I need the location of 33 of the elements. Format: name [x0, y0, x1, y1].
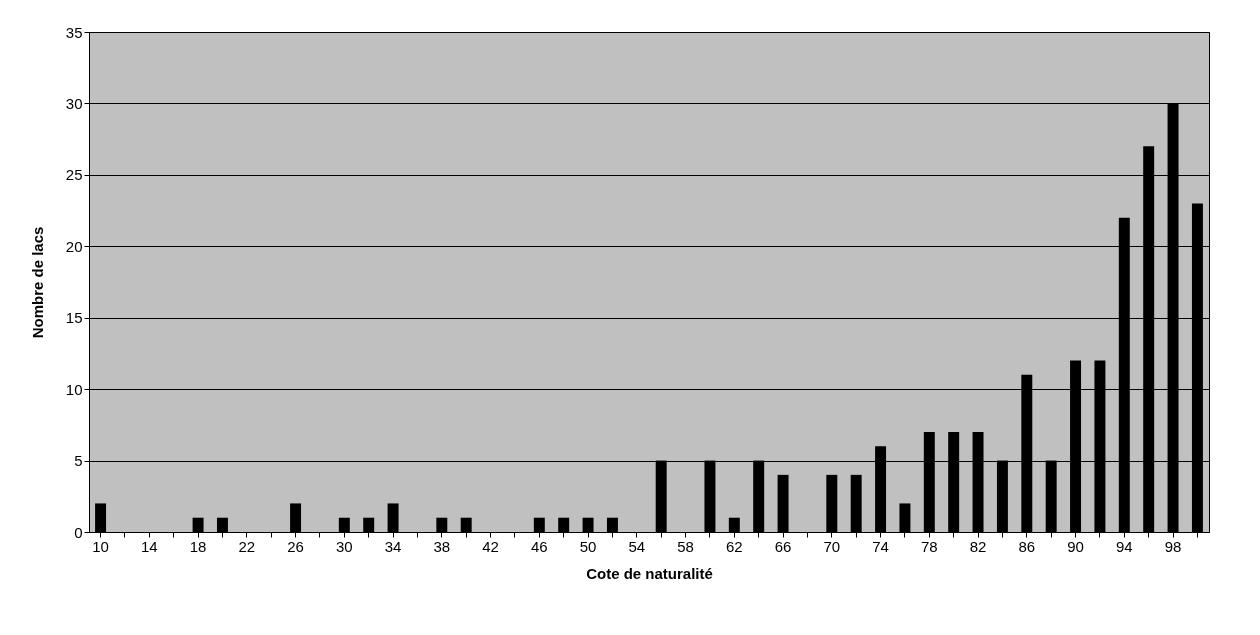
- y-axis-title: Nombre de lacs: [28, 226, 46, 339]
- x-tick-label: 74: [872, 537, 889, 555]
- x-axis-title: Cote de naturalité: [586, 564, 713, 582]
- x-tick-label: 82: [969, 537, 987, 555]
- y-tick-label: 25: [65, 166, 83, 184]
- x-tick-label: 98: [1164, 537, 1182, 555]
- x-tick-label: 58: [677, 537, 694, 555]
- x-tick-label: 62: [725, 537, 743, 555]
- x-tick-label: 70: [823, 537, 841, 555]
- x-tick-label: 50: [579, 537, 597, 555]
- x-tick-label: 22: [238, 537, 256, 555]
- x-tick-label: 38: [433, 537, 451, 555]
- y-tick-label: 0: [74, 523, 83, 541]
- x-tick-label: 18: [189, 537, 207, 555]
- x-tick-label: 30: [335, 537, 353, 555]
- x-tick-label: 94: [1115, 537, 1133, 555]
- x-tick-label: 66: [774, 537, 792, 555]
- x-tick-label: 34: [384, 537, 402, 555]
- y-tick-label: 15: [65, 309, 83, 327]
- x-tick-label: 90: [1067, 537, 1084, 555]
- y-tick-label: 35: [65, 23, 83, 41]
- y-tick-label: 20: [65, 237, 83, 255]
- x-tick-label: 86: [1018, 537, 1036, 555]
- y-tick-label: 5: [74, 452, 83, 470]
- x-tick-label: 54: [628, 537, 646, 555]
- x-tick-label: 42: [482, 537, 499, 555]
- x-tick-label: 46: [530, 537, 548, 555]
- y-tick-label: 30: [65, 94, 83, 112]
- x-tick-label: 26: [287, 537, 304, 555]
- y-tick-label: 10: [65, 380, 83, 398]
- x-tick-label: 14: [140, 537, 158, 555]
- x-tick-label: 10: [92, 537, 109, 555]
- x-tick-label: 78: [920, 537, 938, 555]
